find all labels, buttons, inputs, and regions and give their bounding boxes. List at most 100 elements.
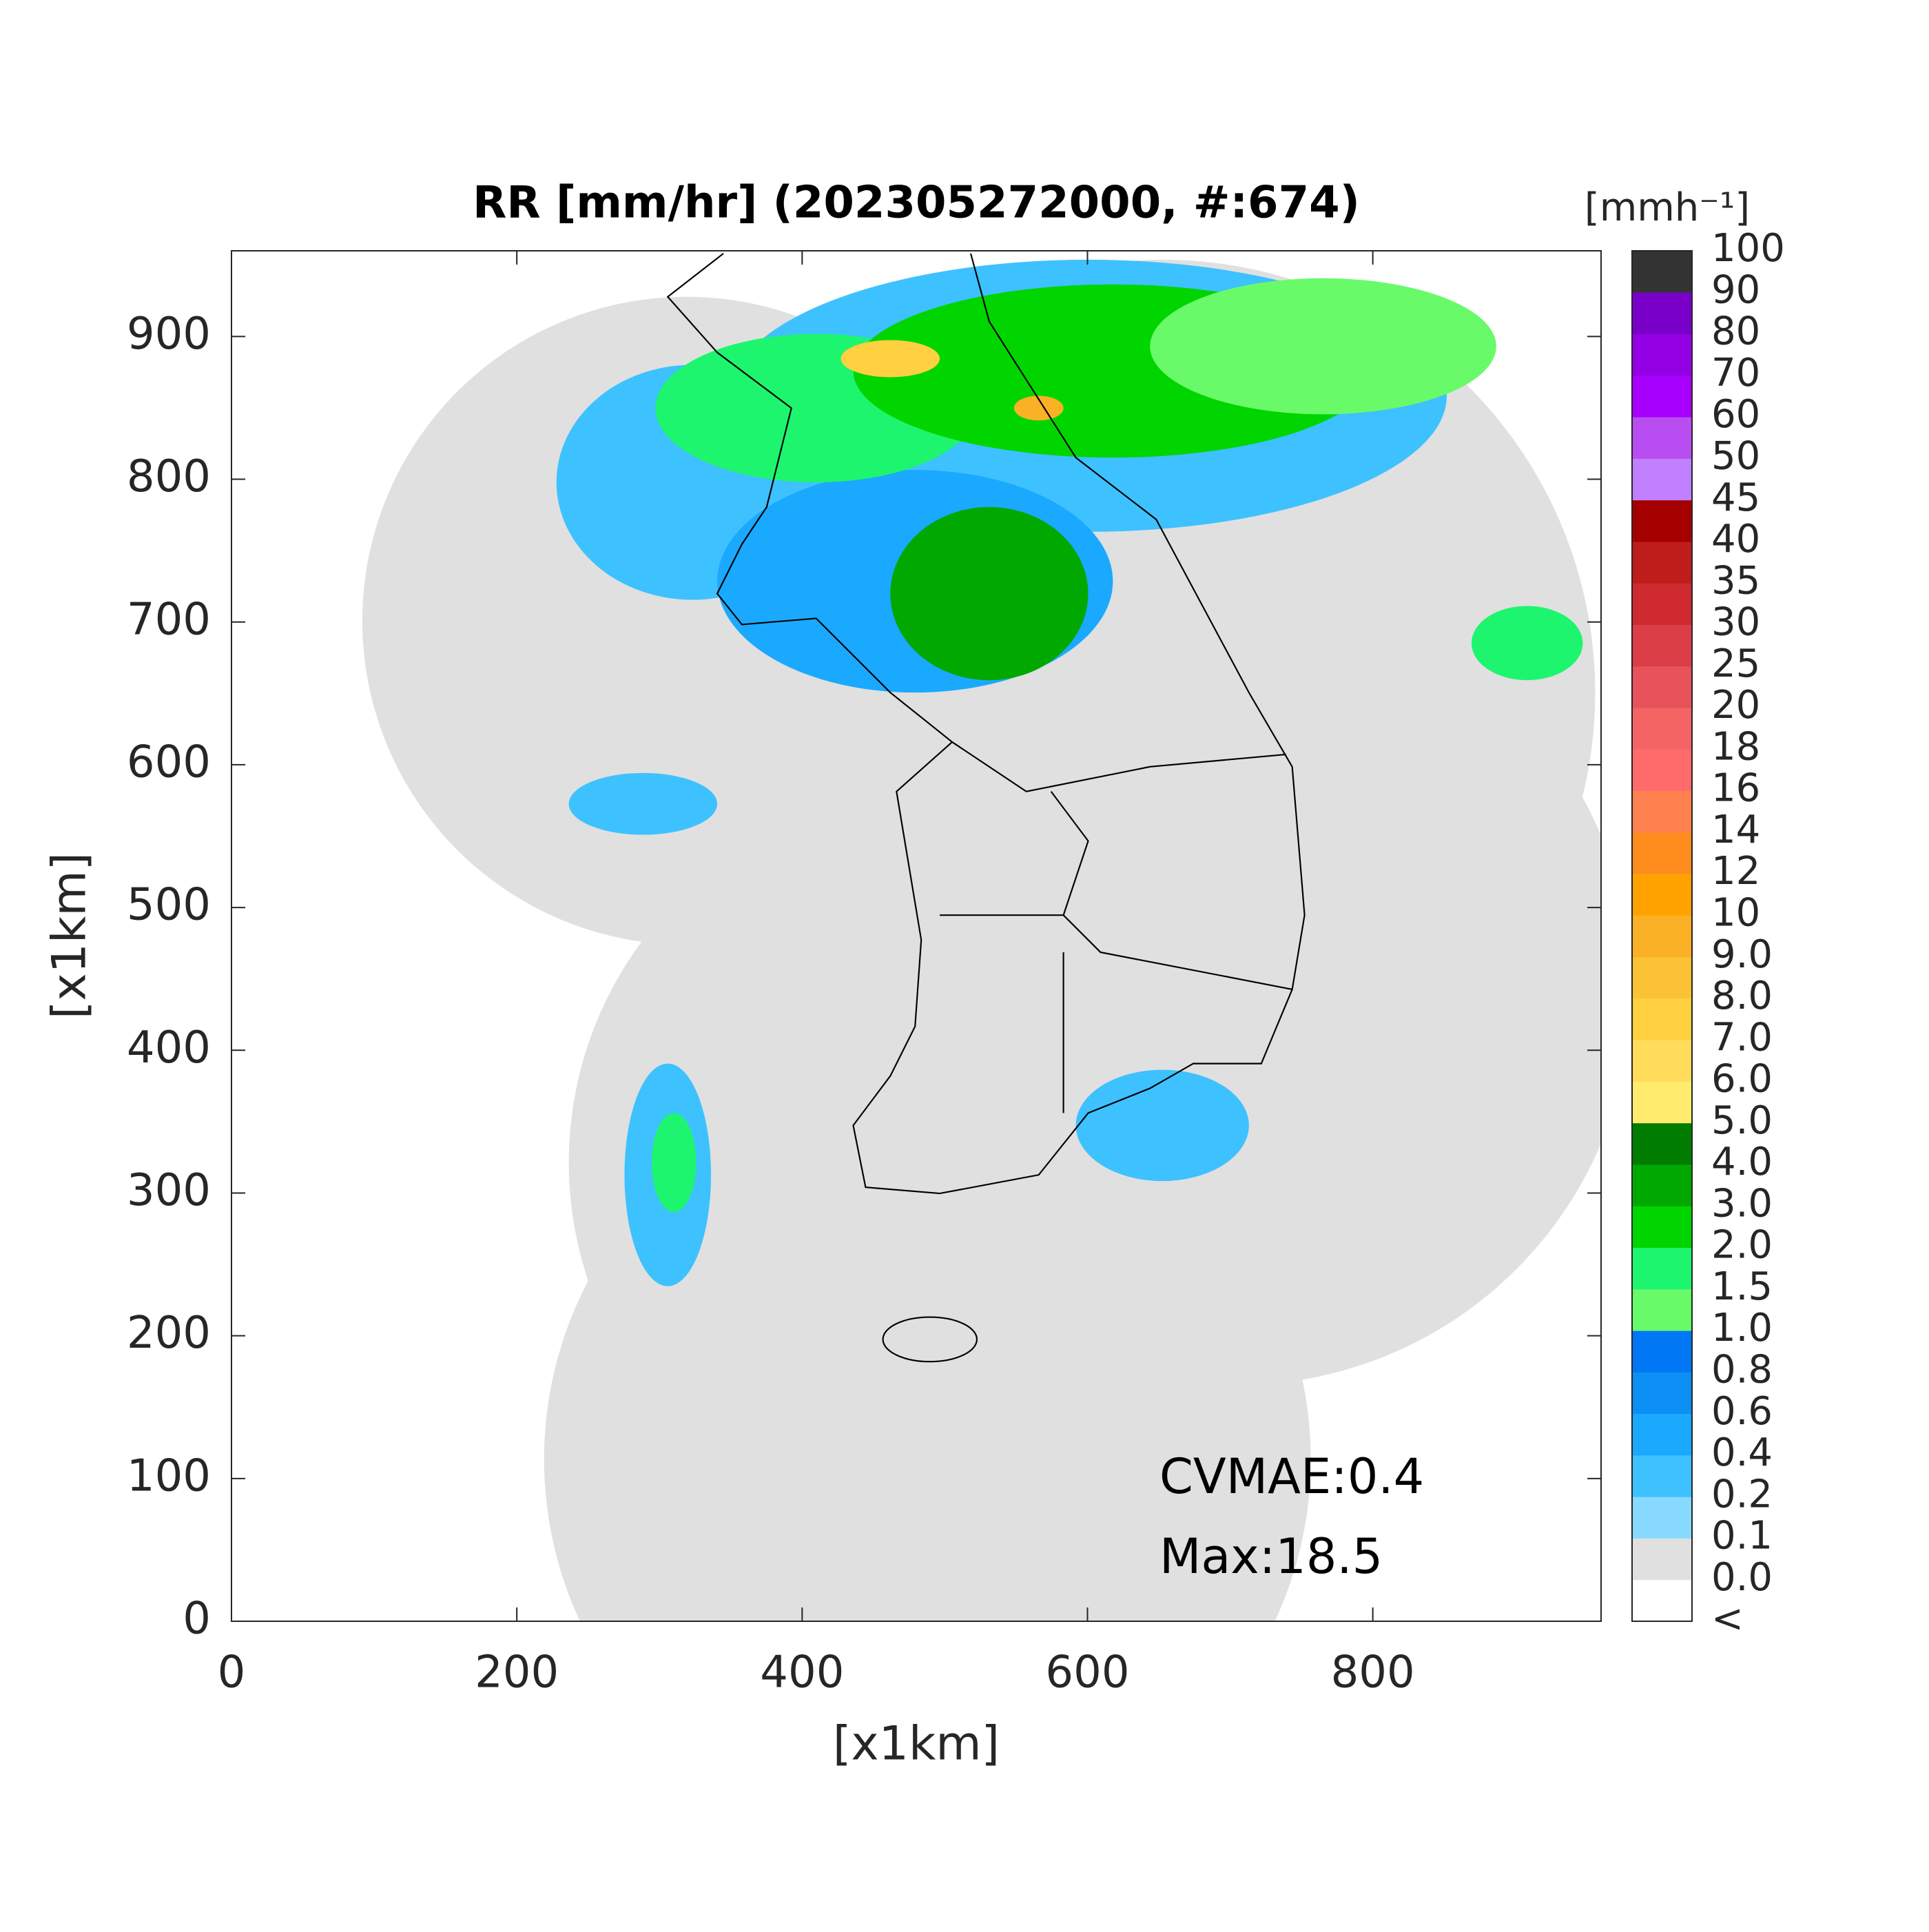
y-tick-label: 700	[127, 594, 211, 645]
colorbar-label: 30	[1711, 600, 1760, 645]
colorbar-label: 0.2	[1711, 1472, 1773, 1517]
echo	[1471, 606, 1583, 681]
colorbar-label: 1.0	[1711, 1306, 1773, 1350]
colorbar-segment	[1632, 1288, 1692, 1331]
colorbar-segment	[1632, 1081, 1692, 1124]
colorbar-segment	[1632, 624, 1692, 667]
radar-range	[840, 593, 1601, 1386]
colorbar-segment	[1632, 541, 1692, 584]
colorbar-label: 20	[1711, 683, 1760, 728]
annotation: Max:18.5	[1159, 1528, 1383, 1585]
colorbar-segment	[1632, 915, 1692, 958]
echo	[651, 1113, 697, 1213]
colorbar-label: 40	[1711, 517, 1760, 562]
colorbar-label: 70	[1711, 351, 1760, 395]
coastline	[666, 253, 1306, 1363]
colorbar-segment	[1632, 790, 1692, 833]
colorbar-segment	[1632, 956, 1692, 999]
colorbar-segment	[1632, 333, 1692, 376]
colorbar-segment	[1632, 583, 1692, 625]
y-axis-label: [x1km]	[43, 852, 97, 1019]
x-tick-label: 600	[1045, 1647, 1129, 1698]
colorbar-segment	[1632, 500, 1692, 542]
echo	[1075, 1069, 1249, 1182]
colorbar-label: 9.0	[1711, 932, 1773, 977]
colorbar-segment	[1632, 1122, 1692, 1165]
y-tick-label: 800	[127, 451, 211, 502]
colorbar-label: 25	[1711, 641, 1760, 686]
colorbar-label: 90	[1711, 267, 1760, 312]
colorbar-segment	[1632, 1164, 1692, 1206]
plot-frame	[231, 250, 1602, 1622]
colorbar-segment	[1632, 998, 1692, 1040]
colorbar-label: 0.1	[1711, 1514, 1773, 1559]
colorbar-segment	[1632, 458, 1692, 501]
colorbar-label: 50	[1711, 434, 1760, 479]
colorbar-label: 0.6	[1711, 1389, 1773, 1434]
rain-echoes	[556, 259, 1583, 1286]
colorbar-label: 45	[1711, 475, 1760, 520]
colorbar-label: 7.0	[1711, 1015, 1773, 1060]
y-tick-label: 200	[127, 1308, 211, 1359]
colorbar-segment	[1632, 1206, 1692, 1248]
colorbar-segment	[1632, 874, 1692, 916]
colorbar-segment	[1632, 1413, 1692, 1456]
colorbar-segment	[1632, 1040, 1692, 1082]
colorbar-segment	[1632, 832, 1692, 874]
y-tick-label: 500	[127, 880, 211, 931]
colorbar-label: 0.4	[1711, 1430, 1773, 1475]
colorbar-label: 60	[1711, 392, 1760, 437]
x-tick-label: 400	[760, 1647, 844, 1698]
colorbar-segment	[1632, 251, 1692, 293]
annotation: CVMAE:0.4	[1159, 1448, 1424, 1505]
y-tick-label: 600	[127, 737, 211, 788]
chart-title: RR [mm/hr] (202305272000, #:674)	[473, 178, 1360, 229]
y-tick-label: 100	[127, 1450, 211, 1501]
colorbar-segment	[1632, 1579, 1692, 1622]
colorbar-label: 14	[1711, 808, 1760, 852]
echo	[890, 506, 1089, 681]
colorbar-label: 1.5	[1711, 1264, 1773, 1309]
colorbar-segment	[1632, 1497, 1692, 1539]
echo	[568, 772, 718, 835]
colorbar-label: 3.0	[1711, 1181, 1773, 1226]
x-tick-label: 0	[218, 1647, 246, 1698]
province-border	[940, 741, 1292, 1113]
y-tick-label: 0	[183, 1594, 211, 1645]
colorbar-label: 5.0	[1711, 1098, 1773, 1143]
x-tick-label: 800	[1331, 1647, 1415, 1698]
colorbar-segment	[1632, 1330, 1692, 1373]
colorbar-label: 4.0	[1711, 1140, 1773, 1184]
colorbar-segment	[1632, 708, 1692, 750]
colorbar-frame	[1631, 250, 1693, 1622]
colorbar-label: 0.0	[1711, 1555, 1773, 1600]
colorbar-label: 16	[1711, 766, 1760, 811]
y-tick-label: 400	[127, 1022, 211, 1073]
colorbar-segment	[1632, 375, 1692, 418]
colorbar-segment	[1632, 1372, 1692, 1415]
colorbar-segment	[1632, 1538, 1692, 1581]
coast-path	[666, 253, 1306, 1195]
colorbar-segment	[1632, 292, 1692, 335]
colorbar-label: 0.8	[1711, 1348, 1773, 1393]
x-axis-label: [x1km]	[833, 1717, 1000, 1771]
colorbar-segment	[1632, 417, 1692, 459]
colorbar-title: [mmh⁻¹]	[1585, 185, 1750, 230]
y-tick-label: 300	[127, 1165, 211, 1216]
colorbar-label: 10	[1711, 891, 1760, 936]
x-tick-label: 200	[475, 1647, 559, 1698]
colorbar-segment	[1632, 1455, 1692, 1497]
echo	[1150, 278, 1496, 415]
colorbar-label: <	[1711, 1596, 1744, 1641]
colorbar-segment	[1632, 749, 1692, 792]
jeju	[882, 1316, 978, 1363]
colorbar-label: 8.0	[1711, 974, 1773, 1018]
colorbar-label: 6.0	[1711, 1057, 1773, 1102]
colorbar-segment	[1632, 666, 1692, 708]
radar-map	[362, 253, 1601, 1621]
echo	[840, 340, 940, 378]
colorbar-label: 2.0	[1711, 1223, 1773, 1268]
colorbar-label: 35	[1711, 558, 1760, 603]
y-tick-label: 900	[127, 309, 211, 360]
